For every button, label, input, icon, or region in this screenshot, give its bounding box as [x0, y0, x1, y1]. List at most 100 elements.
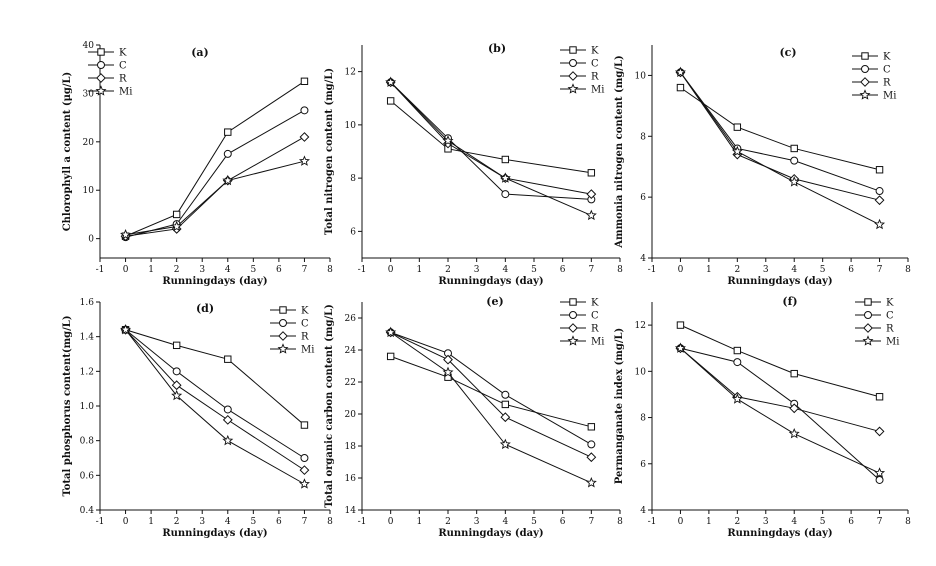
data-point-C: [876, 476, 883, 483]
data-point-R: [224, 416, 232, 424]
legend-label: R: [119, 74, 127, 85]
x-tick-label: 2: [445, 517, 451, 527]
x-tick-label: 8: [327, 517, 333, 527]
legend-label: C: [886, 311, 894, 322]
x-tick-label: 3: [199, 265, 205, 275]
series-line-Mi: [680, 348, 879, 473]
series-line-Mi: [126, 330, 305, 484]
legend-marker-Mi: [861, 90, 870, 98]
y-tick-label: 4: [640, 254, 646, 264]
data-point-C: [588, 441, 595, 448]
legend-label: C: [301, 319, 309, 330]
x-tick-label: 3: [763, 517, 769, 527]
legend-marker-R: [861, 78, 869, 86]
y-tick-label: 0: [88, 235, 94, 245]
x-tick-label: 3: [763, 265, 769, 275]
legend-label: R: [591, 72, 599, 83]
x-tick-label: -1: [358, 517, 367, 527]
x-tick-label: 0: [678, 517, 684, 527]
data-point-K: [502, 156, 508, 162]
y-axis-label: Total organic carbon content (mg/L): [324, 304, 335, 508]
legend-label: K: [886, 298, 894, 309]
data-point-C: [791, 157, 798, 164]
x-axis-label: Runningdays (day): [727, 276, 832, 287]
x-tick-label: -1: [96, 265, 105, 275]
data-point-K: [734, 347, 740, 353]
series-Mi: [386, 328, 595, 487]
data-point-K: [791, 370, 797, 376]
data-point-K: [677, 322, 683, 328]
data-point-C: [502, 391, 509, 398]
y-tick-label: 12: [345, 68, 356, 78]
series-R: [121, 133, 308, 241]
series-R: [676, 68, 884, 204]
legend: KCRMi: [852, 52, 896, 102]
x-tick-label: 5: [531, 265, 537, 275]
x-tick-label: -1: [648, 517, 657, 527]
y-axis-label: Permanganate index (mg/L): [614, 328, 625, 484]
legend-label: Mi: [591, 337, 604, 348]
y-tick-label: 6: [350, 227, 356, 237]
data-point-K: [301, 78, 307, 84]
data-point-Mi: [300, 479, 309, 487]
legend-label: C: [883, 65, 891, 76]
series-C: [387, 329, 595, 448]
x-tick-label: 0: [123, 265, 129, 275]
y-tick-label: 12: [635, 321, 646, 331]
series-C: [122, 326, 308, 461]
data-point-R: [875, 196, 883, 204]
chart-b: -1012345678681012Runningdays (day)Total …: [324, 42, 623, 287]
legend-marker-C: [570, 60, 577, 67]
x-axis-label: Runningdays (day): [438, 276, 543, 287]
legend: KCRMi: [560, 298, 604, 348]
legend-marker-K: [98, 49, 104, 55]
data-point-K: [876, 167, 882, 173]
series-line-K: [680, 325, 879, 397]
legend-marker-R: [97, 74, 105, 82]
series-C: [677, 69, 883, 195]
x-tick-label: 2: [734, 517, 740, 527]
x-tick-label: 5: [531, 517, 537, 527]
legend-label: R: [591, 324, 599, 335]
x-tick-label: 5: [250, 265, 256, 275]
series-line-C: [391, 82, 592, 199]
x-tick-label: 4: [502, 265, 508, 275]
y-tick-label: 16: [345, 474, 357, 484]
x-tick-label: 4: [791, 265, 797, 275]
series-K: [677, 322, 883, 400]
x-tick-label: 8: [327, 265, 333, 275]
legend-marker-C: [280, 320, 287, 327]
data-point-K: [387, 98, 393, 104]
x-axis-label: Runningdays (day): [438, 528, 543, 539]
x-tick-label: 4: [225, 265, 231, 275]
series-K: [677, 84, 883, 173]
series-line-C: [391, 332, 592, 444]
data-point-K: [588, 424, 594, 430]
data-point-Mi: [501, 174, 510, 182]
x-tick-label: 8: [905, 265, 911, 275]
y-tick-label: 10: [635, 367, 647, 377]
panel-label: (d): [196, 302, 214, 315]
data-point-K: [588, 170, 594, 176]
x-tick-label: 7: [302, 517, 308, 527]
legend-marker-Mi: [569, 84, 578, 92]
data-point-Mi: [587, 211, 596, 219]
y-axis-label: Total phosphorus content(mg/L): [62, 315, 73, 496]
y-tick-label: 1.0: [80, 402, 95, 412]
legend-marker-K: [570, 47, 576, 53]
y-axis-label: Ammonia nitrogen content (mg/L): [614, 55, 625, 248]
chart-a: -1012345678010203040Runningdays (day)Chl…: [62, 41, 333, 287]
series-line-K: [391, 356, 592, 426]
series-K: [122, 78, 307, 239]
x-tick-label: 2: [174, 517, 180, 527]
legend-marker-R: [569, 324, 577, 332]
legend-marker-R: [279, 332, 287, 340]
series-line-Mi: [680, 72, 879, 224]
legend-label: K: [119, 48, 127, 59]
legend-marker-C: [862, 66, 869, 73]
chart-d: -10123456780.40.60.81.01.21.41.6Runningd…: [62, 298, 333, 539]
y-tick-label: 1.2: [80, 367, 94, 377]
x-tick-label: 0: [388, 517, 394, 527]
chart-f: -10123456784681012Runningdays (day)Perma…: [614, 295, 911, 539]
x-tick-label: 7: [588, 265, 594, 275]
